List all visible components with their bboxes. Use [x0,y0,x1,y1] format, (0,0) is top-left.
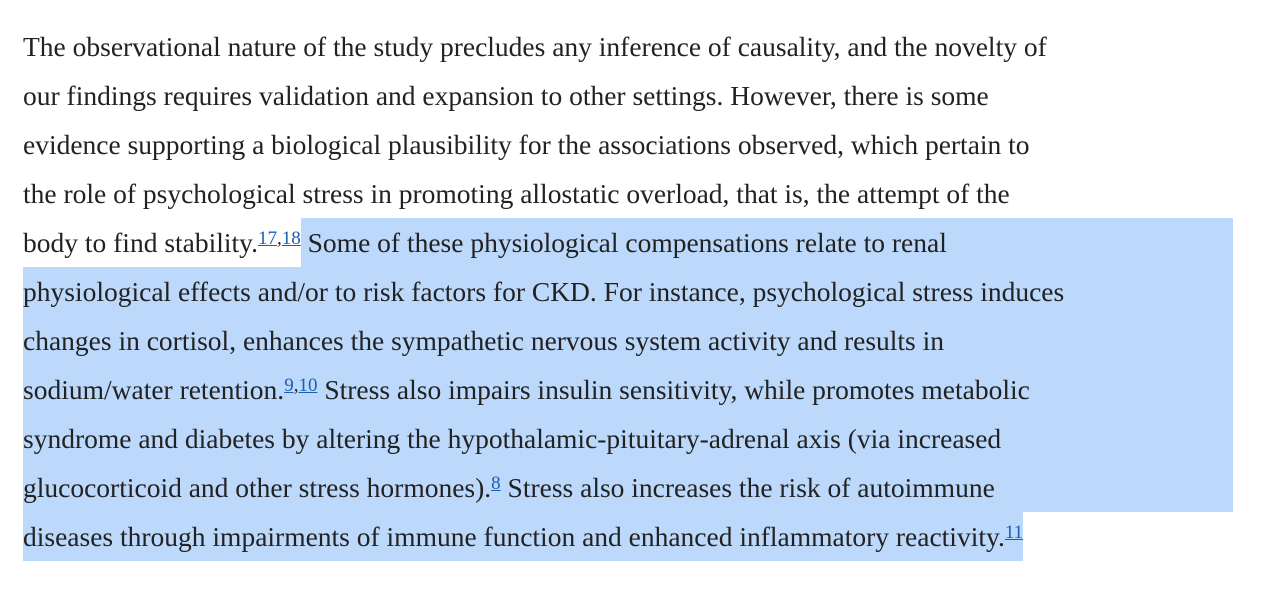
text: body to find stability. [23,227,259,258]
selected-text: syndrome and diabetes by altering the hy… [23,423,1002,454]
text: the role of psychological stress in prom… [23,178,1010,209]
text-line: body to find stability. 17, 18 Some of the… [23,218,1233,267]
text-line: glucocorticoid and other stress hormones… [23,463,1233,512]
selected-text: diseases through impairments of immune f… [23,521,1005,552]
citation[interactable]: 9 [284,375,294,396]
text-line: diseases through impairments of immune f… [23,512,1024,561]
separator: , [277,228,282,249]
text-line: sodium/water retention. 9, 10 Stress also … [23,365,1233,414]
selected-text: changes in cortisol, enhances the sympat… [23,325,945,356]
text-line: changes in cortisol, enhances the sympat… [23,316,1233,365]
selected-text: glucocorticoid and other stress hormones… [23,472,492,503]
citation[interactable]: 8 [491,473,501,494]
text-line: The observational nature of the study pr… [23,22,1233,71]
selected-text: physiological effects and/or to risk fac… [23,276,1065,307]
text: evidence supporting a biological plausib… [23,129,1030,160]
text: our findings requires validation and exp… [23,80,989,111]
citation[interactable]: 17 [258,228,278,249]
paragraph: The observational nature of the study pr… [23,22,1233,561]
text-line: the role of psychological stress in prom… [23,169,1233,218]
selected-text: Some of these physiological compensation… [300,218,1233,267]
selected-text: Stress also impairs insulin sensitivity,… [317,374,1030,405]
selected-text: sodium/water retention. [23,374,285,405]
text-line: evidence supporting a biological plausib… [23,120,1233,169]
text: The observational nature of the study pr… [23,31,1047,62]
text-line: syndrome and diabetes by altering the hy… [23,414,1233,463]
text-line: our findings requires validation and exp… [23,71,1233,120]
text-line: physiological effects and/or to risk fac… [23,267,1233,316]
citation[interactable]: 10 [298,375,318,396]
selected-text: Stress also increases the risk of autoim… [500,472,995,503]
citation[interactable]: 18 [281,228,301,249]
separator: , [293,375,299,396]
citation[interactable]: 11 [1004,522,1024,543]
